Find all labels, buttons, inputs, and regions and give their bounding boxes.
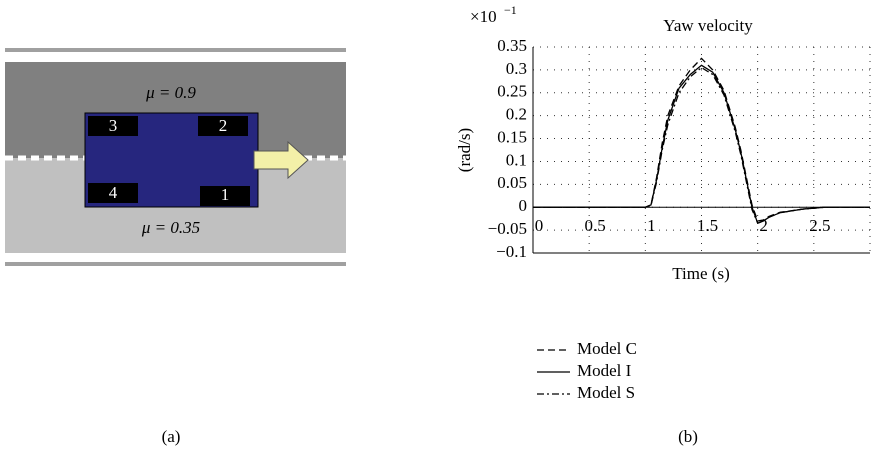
y-tick-label: 0.3: [506, 59, 527, 78]
y-tick-label: 0.25: [497, 82, 527, 101]
y-tick-label: −0.1: [496, 242, 527, 261]
friction-label: μ = 0.35: [141, 218, 200, 237]
x-tick-label: 0: [535, 216, 544, 235]
direction-arrow: [253, 140, 309, 180]
wheel-label: 1: [221, 185, 230, 204]
wheel-label: 2: [219, 116, 228, 135]
y-tick-label: 0.15: [497, 127, 527, 146]
x-tick-label: 2: [759, 216, 768, 235]
y-multiplier-exponent: −1: [504, 3, 517, 17]
wheel-label: 4: [109, 183, 118, 202]
chart-title: Yaw velocity: [663, 16, 753, 35]
road-diagram: 3 2 4 1 μ = 0.9 μ = 0.35 (a): [5, 48, 346, 446]
chart: Yaw velocity ×10 −1 (rad/s) Time (s) (b)…: [455, 3, 872, 446]
x-tick-label: 1: [647, 216, 656, 235]
legend-label: Model C: [577, 339, 637, 358]
series-line: [533, 64, 870, 225]
y-tick-label: 0: [519, 196, 528, 215]
y-tick-label: 0.35: [497, 36, 527, 55]
x-tick-label: 2.5: [809, 216, 830, 235]
x-axis-label: Time (s): [672, 264, 729, 283]
y-tick-label: 0.05: [497, 173, 527, 192]
x-tick-label: 1.5: [697, 216, 718, 235]
x-tick-label: 0.5: [585, 216, 606, 235]
wheel: [200, 186, 250, 206]
y-axis-label: (rad/s): [455, 128, 474, 172]
caption: (b): [678, 427, 698, 446]
caption: (a): [162, 427, 181, 446]
road-edge: [5, 48, 346, 52]
y-tick-label: 0.2: [506, 105, 527, 124]
y-tick-label: −0.05: [488, 219, 527, 238]
friction-label: μ = 0.9: [145, 83, 196, 102]
series-line: [533, 66, 870, 225]
wheel: [88, 183, 138, 203]
y-multiplier: ×10: [470, 7, 497, 26]
legend-label: Model S: [577, 383, 635, 402]
wheel: [88, 116, 138, 136]
legend-label: Model I: [577, 361, 632, 380]
road-edge: [5, 262, 346, 266]
y-tick-label: 0.1: [506, 150, 527, 169]
wheel: [198, 116, 248, 136]
wheel-label: 3: [109, 116, 118, 135]
